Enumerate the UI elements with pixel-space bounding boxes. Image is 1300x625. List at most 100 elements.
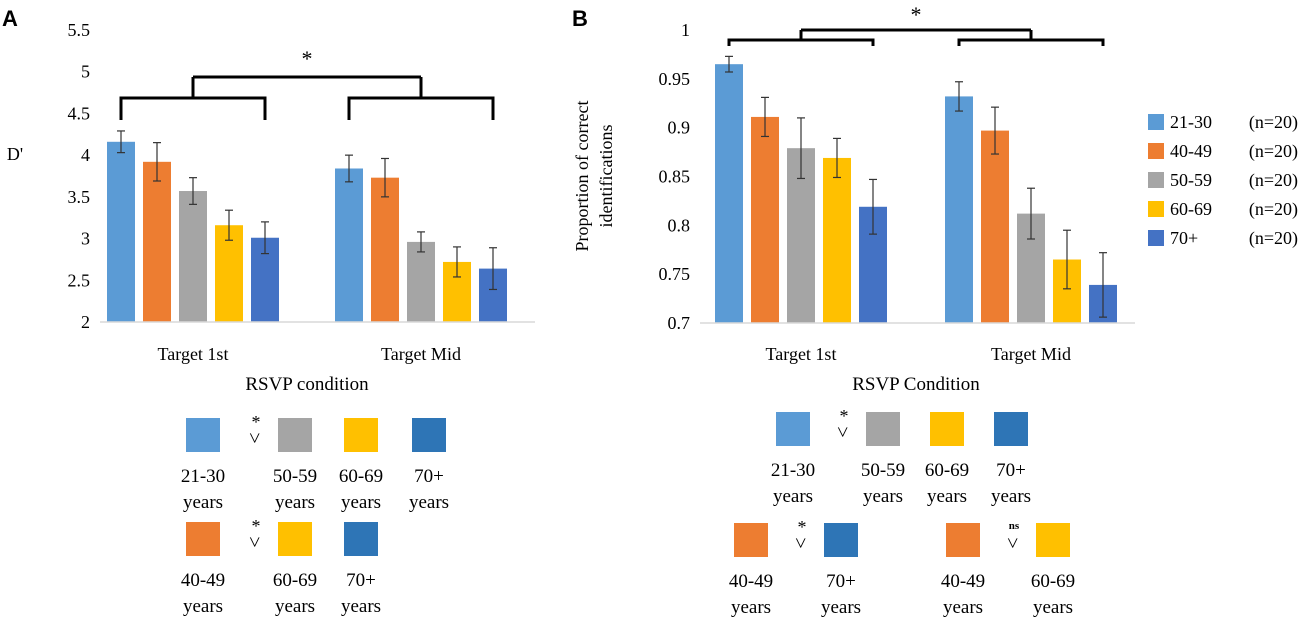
y-tick-label: 0.95: [659, 69, 691, 89]
bar-40-49-0: [751, 116, 779, 323]
group-bracket: [957, 38, 1105, 46]
panel-a-chart: 2 2.5 3 3.5 4 4.5 5 5.5 D' Target 1st Target Mid RS…: [7, 20, 535, 395]
comparison-sublabel: years: [1033, 597, 1073, 618]
x-axis-label: RSVP condition: [245, 374, 369, 395]
comparison-label: 60-69: [925, 460, 969, 481]
panel-b-comparisons: 21-30years50-59years60-69years70+years>*…: [729, 406, 1075, 618]
comparison-operator: >: [243, 432, 265, 443]
comparison-swatch-50-59: [866, 412, 900, 446]
y-tick-label: 1: [681, 20, 690, 40]
y-tick-label: 2.5: [68, 270, 91, 290]
legend-n: (n=20): [1249, 170, 1298, 191]
comparison-swatch-40-49: [734, 523, 768, 557]
y-tick-label: 4.5: [68, 103, 91, 123]
bar-21-30-1: [945, 96, 973, 323]
comparison-swatch-70+: [824, 523, 858, 557]
comparison-swatch-60-69: [930, 412, 964, 446]
comparison-swatch-40-49: [946, 523, 980, 557]
y-tick-label: 3.5: [68, 187, 91, 207]
bar-50-59-1: [407, 241, 435, 322]
x-category-label: Target 1st: [158, 344, 229, 364]
legend-n: (n=20): [1249, 112, 1298, 133]
comparison-label: 70+: [414, 466, 444, 487]
y-tick-label: 3: [81, 229, 90, 249]
comparison-label: 70+: [826, 571, 856, 592]
comparison-swatch-60-69: [344, 418, 378, 452]
legend-swatch: [1148, 114, 1164, 130]
comparison-operator: >: [831, 426, 853, 437]
x-category-label: Target Mid: [991, 344, 1071, 364]
bar-21-30-0: [107, 141, 135, 322]
comparison-sublabel: years: [821, 597, 861, 618]
comparison-swatch-50-59: [278, 418, 312, 452]
comparison-sublabel: years: [863, 486, 903, 507]
comparison-swatch-21-30: [776, 412, 810, 446]
y-axis-label-line2: identifications: [596, 125, 616, 228]
comparison-label: 40-49: [181, 570, 225, 591]
comparison-swatch-60-69: [1036, 523, 1070, 557]
comparison-swatch-21-30: [186, 418, 220, 452]
bar-40-49-0: [143, 161, 171, 322]
legend-swatch: [1148, 172, 1164, 188]
comparison-swatch-60-69: [278, 522, 312, 556]
comparison-label: 50-59: [273, 466, 317, 487]
comparison-sublabel: years: [731, 597, 771, 618]
comparison-significance: *: [798, 517, 807, 537]
comparison-swatch-40-49: [186, 522, 220, 556]
y-axis-label: Proportion of correct: [572, 101, 592, 252]
comparison-sublabel: years: [275, 596, 315, 617]
x-category-label: Target Mid: [381, 344, 461, 364]
comparison-swatch-70+: [344, 522, 378, 556]
comparison-operator: >: [1001, 537, 1023, 548]
comparison-sublabel: years: [341, 596, 381, 617]
comparison-label: 21-30: [771, 460, 815, 481]
panel-a-letter: A: [2, 6, 18, 31]
y-tick-label: 0.75: [659, 264, 691, 284]
group-bracket: [119, 96, 267, 120]
legend-label: 70+: [1170, 228, 1198, 248]
legend-label: 40-49: [1170, 141, 1212, 161]
comparison-sublabel: years: [409, 492, 449, 513]
comparison-significance: *: [252, 516, 261, 536]
comparison-sublabel: years: [275, 492, 315, 513]
y-tick-label: 0.9: [668, 118, 691, 138]
bar-21-30-0: [715, 64, 743, 323]
legend-swatch: [1148, 143, 1164, 159]
significance-star: *: [302, 46, 313, 71]
comparison-label: 60-69: [339, 466, 383, 487]
comparison-sublabel: years: [183, 492, 223, 513]
comparison-operator: >: [243, 536, 265, 547]
y-tick-label: 2: [81, 312, 90, 332]
comparison-label: 70+: [996, 460, 1026, 481]
bar-21-30-1: [335, 168, 363, 322]
x-category-label: Target 1st: [766, 344, 837, 364]
comparison-sublabel: years: [927, 486, 967, 507]
comparison-sublabel: years: [943, 597, 983, 618]
bar-40-49-1: [371, 177, 399, 322]
comparison-significance: *: [252, 412, 261, 432]
y-tick-label: 5.5: [68, 20, 91, 40]
y-axis-label: D': [7, 144, 23, 164]
y-tick-label: 0.85: [659, 167, 691, 187]
panel-a-comparisons: 21-30years50-59years60-69years70+years>*…: [181, 412, 449, 617]
comparison-operator: >: [789, 537, 811, 548]
comparison-sublabel: years: [341, 492, 381, 513]
legend-swatch: [1148, 201, 1164, 217]
comparison-significance: ns: [1009, 520, 1020, 532]
y-tick-label: 0.8: [668, 215, 691, 235]
group-bracket: [727, 38, 875, 46]
comparison-swatch-70+: [412, 418, 446, 452]
legend-n: (n=20): [1249, 141, 1298, 162]
comparison-label: 60-69: [1031, 571, 1075, 592]
y-tick-label: 4: [81, 145, 90, 165]
comparison-label: 40-49: [729, 571, 773, 592]
y-tick-label: 0.7: [668, 313, 691, 333]
legend-n: (n=20): [1249, 199, 1298, 220]
bar-40-49-1: [981, 130, 1009, 323]
legend-n: (n=20): [1249, 228, 1298, 249]
comparison-label: 70+: [346, 570, 376, 591]
comparison-sublabel: years: [991, 486, 1031, 507]
significance-star: *: [911, 2, 922, 27]
legend-swatch: [1148, 230, 1164, 246]
